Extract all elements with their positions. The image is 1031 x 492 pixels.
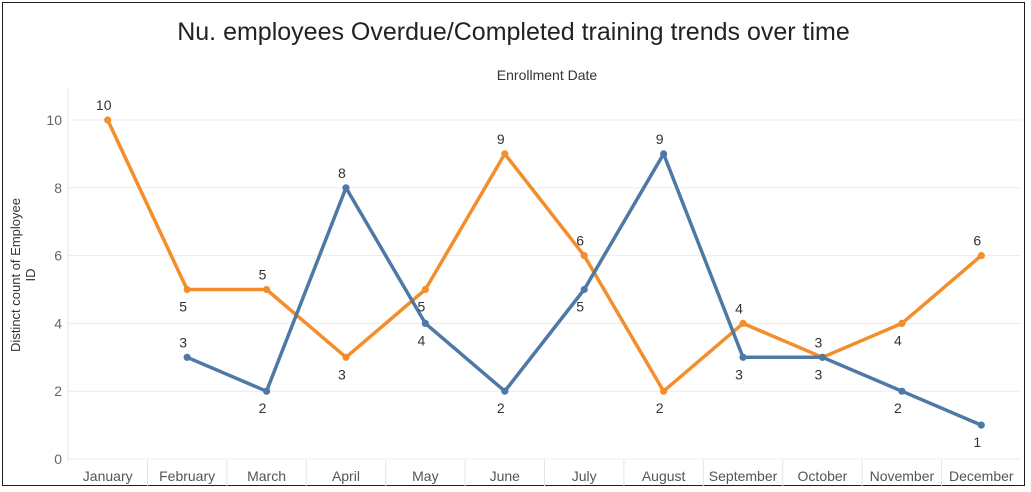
data-label: 2 <box>894 400 902 416</box>
data-label: 4 <box>894 332 902 348</box>
data-point <box>739 353 747 361</box>
chart-frame <box>2 2 1025 486</box>
data-point <box>739 319 747 327</box>
data-point <box>501 387 509 395</box>
data-labels: 10 5 5 3 5 9 6 2 4 3 4 6 3 2 8 4 2 5 9 3 3 2 1 <box>96 97 981 450</box>
data-label: 2 <box>497 400 505 416</box>
data-point <box>898 319 906 327</box>
x-tick-label: February <box>159 468 215 484</box>
x-tick-label: November <box>870 468 935 484</box>
data-point <box>421 285 429 294</box>
data-label: 5 <box>179 299 187 315</box>
y-tick-label: 8 <box>54 180 62 196</box>
data-label: 10 <box>96 97 112 113</box>
data-point <box>262 285 271 294</box>
series-lines <box>104 116 985 429</box>
x-tick-label: August <box>642 468 686 484</box>
data-point <box>183 353 191 361</box>
data-label: 8 <box>338 165 346 181</box>
data-label: 3 <box>338 366 346 382</box>
data-point <box>183 285 191 294</box>
y-tick-label: 0 <box>54 451 62 467</box>
data-label: 9 <box>656 131 664 147</box>
x-tick-label: April <box>332 468 360 484</box>
x-tick-label: May <box>412 468 438 484</box>
data-point <box>580 285 588 294</box>
y-tick-label: 2 <box>54 383 62 399</box>
x-tick-label: October <box>798 468 848 484</box>
data-label: 5 <box>417 299 425 315</box>
x-tick-label: July <box>572 468 597 484</box>
x-tick-label: June <box>490 468 521 484</box>
data-label: 2 <box>656 400 664 416</box>
x-tick-label: September <box>709 468 778 484</box>
data-point <box>262 387 271 395</box>
x-tick-label: January <box>83 468 133 484</box>
x-tick-label: December <box>949 468 1014 484</box>
gridlines <box>67 87 1021 486</box>
data-label: 3 <box>815 334 823 350</box>
data-point <box>421 319 429 327</box>
data-point <box>342 184 350 192</box>
data-point <box>501 150 509 158</box>
x-tick-label: March <box>247 468 286 484</box>
data-point <box>342 353 350 361</box>
data-point <box>977 421 985 429</box>
data-point <box>660 150 668 158</box>
data-label: 3 <box>735 366 743 382</box>
data-label: 5 <box>576 299 584 315</box>
axis-labels: 0 2 4 6 8 10 January February March April May June J… <box>46 112 1013 484</box>
chart-title: Nu. employees Overdue/Completed training… <box>177 18 850 46</box>
series-line-0 <box>105 118 984 393</box>
data-label: 1 <box>973 434 981 450</box>
data-label: 6 <box>973 233 981 249</box>
data-label: 3 <box>179 334 187 350</box>
data-label: 9 <box>497 131 505 147</box>
data-point <box>977 252 985 260</box>
data-label: 6 <box>576 233 584 249</box>
data-point <box>818 353 827 361</box>
y-tick-label: 6 <box>54 248 62 264</box>
data-label: 5 <box>259 267 267 283</box>
y-tick-label: 10 <box>46 112 62 128</box>
data-label: 2 <box>259 400 267 416</box>
data-point <box>898 387 906 395</box>
data-label: 4 <box>735 300 743 316</box>
x-axis-header: Enrollment Date <box>496 67 598 83</box>
data-label: 3 <box>815 366 823 382</box>
data-point <box>660 387 668 395</box>
data-label: 4 <box>417 332 425 348</box>
data-point <box>580 252 588 260</box>
data-point <box>104 116 112 124</box>
y-tick-label: 4 <box>54 315 62 331</box>
